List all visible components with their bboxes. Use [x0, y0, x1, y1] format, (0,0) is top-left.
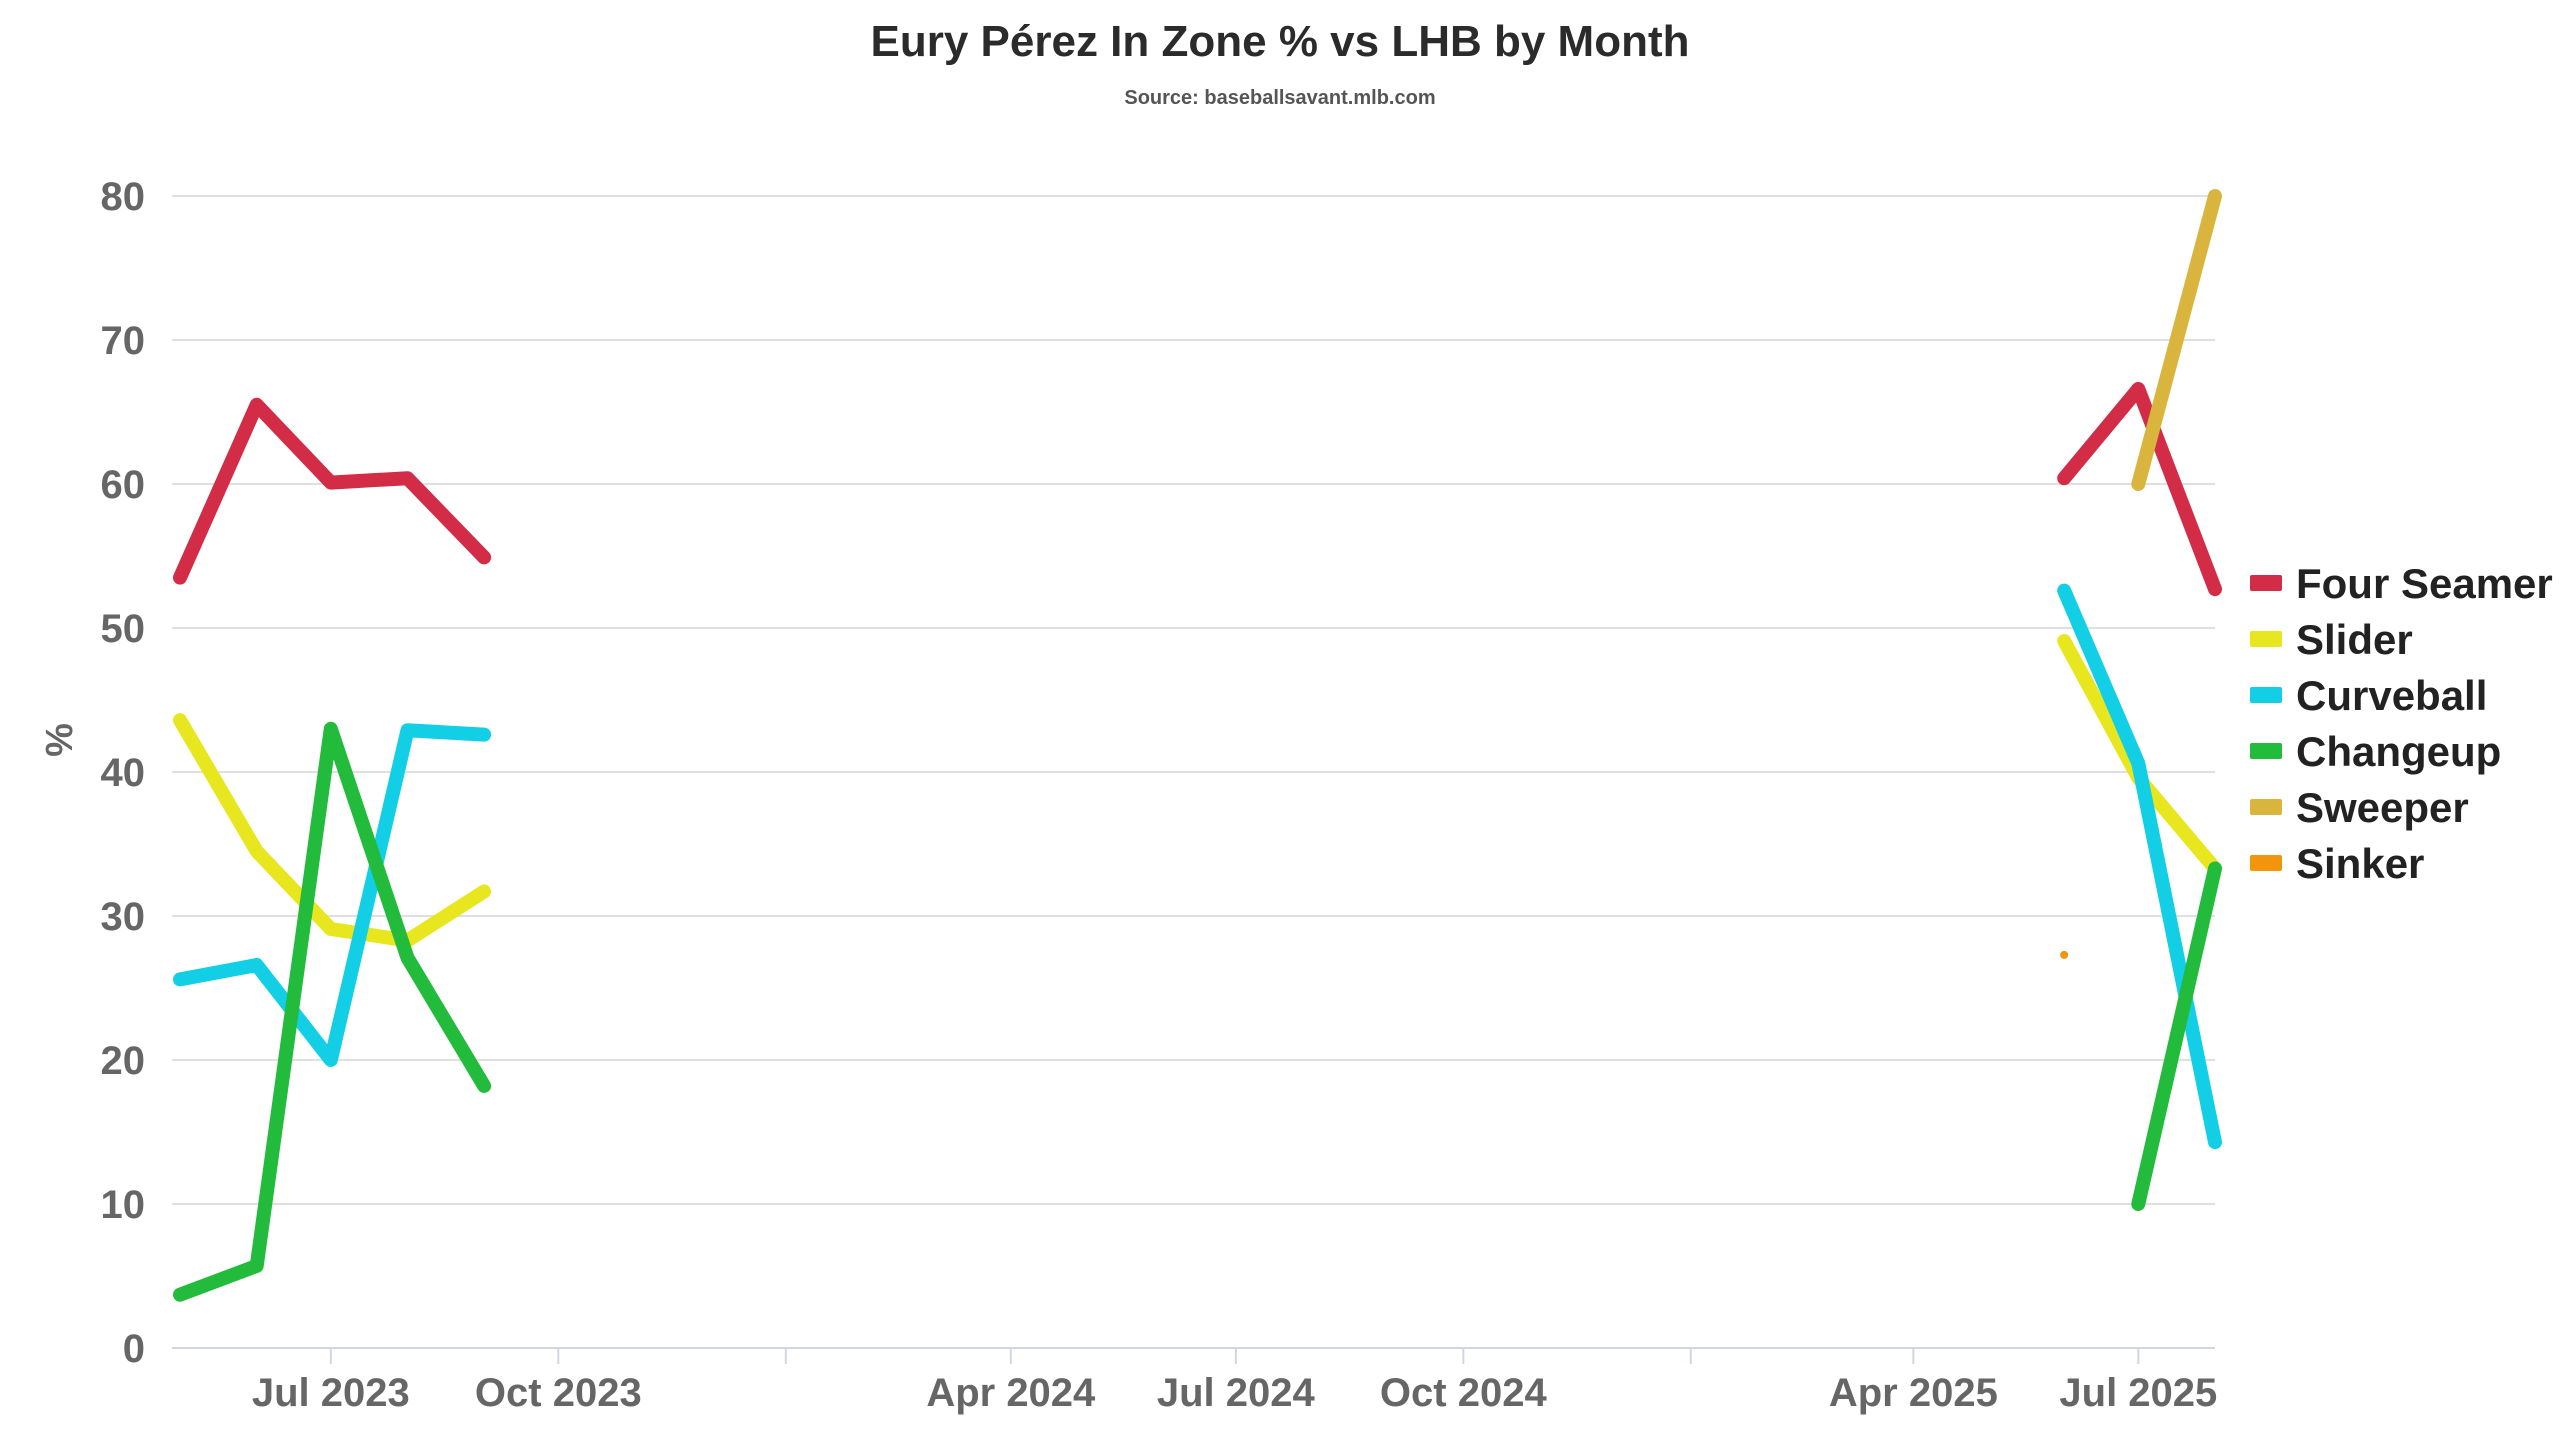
legend-label: Slider: [2296, 616, 2413, 663]
legend-label: Sinker: [2296, 840, 2424, 887]
y-tick-label: 60: [101, 463, 146, 507]
series: [173, 189, 2222, 1302]
legend: Four Seamer Slider Curveball Changeup Sweepe…: [2250, 560, 2553, 887]
x-tick-label: Apr 2024: [926, 1371, 1096, 1415]
legend-swatch: [2250, 855, 2282, 871]
legend-swatch: [2250, 575, 2282, 591]
legend-swatch: [2250, 799, 2282, 815]
series-line: [2057, 382, 2222, 597]
y-axis-label: %: [39, 723, 81, 757]
x-tick-label: Jul 2025: [2059, 1371, 2217, 1415]
legend-swatch: [2250, 743, 2282, 759]
y-tick-label: 10: [101, 1183, 146, 1227]
grid: [172, 195, 2215, 1205]
series-sweeper: [2131, 189, 2222, 491]
x-tick-label: Jul 2024: [1157, 1371, 1316, 1415]
legend-label: Sweeper: [2296, 784, 2469, 831]
y-tick-label: 50: [101, 607, 146, 651]
series-line: [173, 721, 492, 1302]
data-point: [2060, 950, 2069, 959]
series-slider: [173, 634, 2222, 948]
y-tick-label: 40: [101, 751, 146, 795]
series-line: [2131, 861, 2222, 1211]
x-tick-label: Jul 2023: [252, 1371, 410, 1415]
series-line: [2131, 189, 2222, 491]
legend-item[interactable]: Four Seamer: [2250, 560, 2553, 607]
x-tick-label: Oct 2023: [475, 1371, 642, 1415]
y-tick-label: 0: [123, 1327, 145, 1371]
y-tick-label: 30: [101, 895, 146, 939]
series-sinker: [2060, 950, 2069, 959]
legend-item[interactable]: Sinker: [2250, 840, 2424, 887]
y-axis: 0 10 20 30 40 50 60 70 80: [101, 175, 146, 1371]
legend-swatch: [2250, 687, 2282, 703]
series-line: [173, 723, 492, 1067]
legend-label: Changeup: [2296, 728, 2501, 775]
y-tick-label: 70: [101, 319, 146, 363]
series-four-seamer: [173, 382, 2222, 597]
legend-item[interactable]: Slider: [2250, 616, 2413, 663]
x-tick-label: Oct 2024: [1380, 1371, 1548, 1415]
legend-item[interactable]: Changeup: [2250, 728, 2501, 775]
legend-label: Four Seamer: [2296, 560, 2553, 607]
y-tick-label: 20: [101, 1039, 146, 1083]
series-changeup: [173, 721, 2222, 1302]
series-curveball: [173, 583, 2222, 1150]
series-line: [173, 397, 492, 585]
chart-title: Eury Pérez In Zone % vs LHB by Month: [870, 17, 1689, 66]
legend-swatch: [2250, 631, 2282, 647]
series-line: [173, 713, 492, 948]
series-line: [2057, 583, 2222, 1150]
legend-item[interactable]: Sweeper: [2250, 784, 2469, 831]
legend-label: Curveball: [2296, 672, 2487, 719]
legend-item[interactable]: Curveball: [2250, 672, 2487, 719]
y-tick-label: 80: [101, 175, 146, 219]
x-axis: Jul 2023 Oct 2023 Apr 2024 Jul 2024 Oct 2024…: [172, 1347, 2217, 1415]
chart-subtitle: Source: baseballsavant.mlb.com: [1124, 87, 1435, 109]
x-tick-label: Apr 2025: [1829, 1371, 1998, 1415]
